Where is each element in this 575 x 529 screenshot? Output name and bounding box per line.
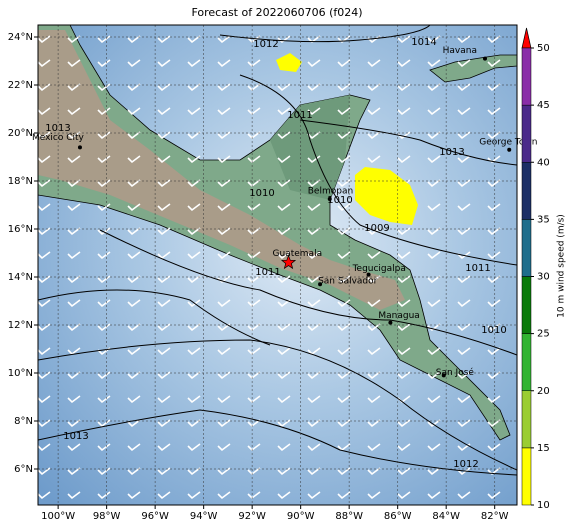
isobars [38,25,517,476]
colorbar-extend [521,27,532,49]
colorbar-bin [521,219,532,277]
colorbar-bin [521,276,532,334]
colorbar-tick-label: 20 [537,386,550,397]
isobar-label: 1012 [253,39,278,50]
colorbar-tick-label: 40 [537,157,550,168]
isobar-label: 1011 [287,110,312,121]
x-tick-label: 86°W [384,511,412,522]
colorbar-bin [521,104,532,163]
x-tick-label: 90°W [287,511,315,522]
x-tick-label: 96°W [141,511,169,522]
y-tick-label: 14°N [8,272,33,283]
isobar-label: 1009 [364,223,389,234]
wind-barbs [38,25,517,505]
isobar-label: 1013 [439,147,464,158]
city-dot [77,145,82,150]
city-dot [388,320,393,325]
isobar-label: 1014 [411,37,436,48]
colorbar-tick-label: 15 [537,443,550,454]
isobar-label: 1011 [465,263,490,274]
colorbar-tick-label: 30 [537,272,550,283]
y-tick-label: 6°N [14,464,33,475]
isobar-label: 1011 [255,267,280,278]
colorbar-bin [521,47,532,106]
colorbar-tick-label: 10 [537,500,550,511]
x-tick-label: 100°W [41,511,75,522]
isobar-label: 1012 [453,459,478,470]
city-dot [327,197,332,201]
isobar-label: 1013 [63,431,88,442]
city-label: San José [436,367,475,378]
city-label: San Salvador [318,277,378,287]
isobar-label: 1010 [481,325,506,336]
isobar-label: 1010 [327,195,352,206]
city-label: Managua [378,311,419,321]
city-dot [441,373,446,378]
colorbar-bin [521,333,532,391]
y-tick-label: 24°N [8,32,33,43]
y-tick-label: 18°N [8,176,33,187]
isobar-label: 1010 [249,188,274,199]
city-label: Guatemala [273,249,323,259]
city-label: Belmopan [308,187,353,197]
x-tick-label: 84°W [432,511,460,522]
colorbar-tick-label: 35 [537,214,550,225]
colorbar-bin [521,447,532,506]
colorbar-label: 10 m wind speed (m/s) [557,214,567,318]
y-tick-label: 16°N [8,224,33,235]
y-tick-label: 8°N [14,416,33,427]
colorbar-tick-label: 25 [537,329,550,340]
city-dot [366,272,371,277]
map-frame [37,24,518,506]
y-tick-label: 10°N [8,368,33,379]
y-tick-label: 20°N [8,128,33,139]
city-dot [482,56,487,61]
capital-star [280,254,297,270]
y-tick-label: 12°N [8,320,33,331]
city-label: George Town [479,137,537,147]
x-tick-label: 98°W [93,511,121,522]
city-label: Mexico City [32,133,85,143]
colorbar-tick-label: 45 [537,100,550,111]
x-tick-label: 82°W [481,511,509,522]
city-label: Havana [443,46,477,56]
map-area: 1012 1014 1011 1013 1010 1010 1009 1011 1010 1013… [38,25,517,505]
colorbar-bin [521,390,532,449]
x-tick-label: 94°W [190,511,218,522]
strong-wind [276,53,302,72]
city-dot [507,147,512,152]
strong-wind [355,167,418,225]
city-label: Tegucigalpa [352,264,406,274]
isobar-label: 1013 [45,123,70,134]
x-tick-label: 88°W [335,511,363,522]
colorbar-bin [521,162,532,220]
x-tick-label: 92°W [238,511,266,522]
title: Forecast of 2022060706 (f024) [191,6,362,19]
city-dot [318,282,323,287]
colorbar-tick-label: 50 [537,43,550,54]
y-tick-label: 22°N [8,80,33,91]
